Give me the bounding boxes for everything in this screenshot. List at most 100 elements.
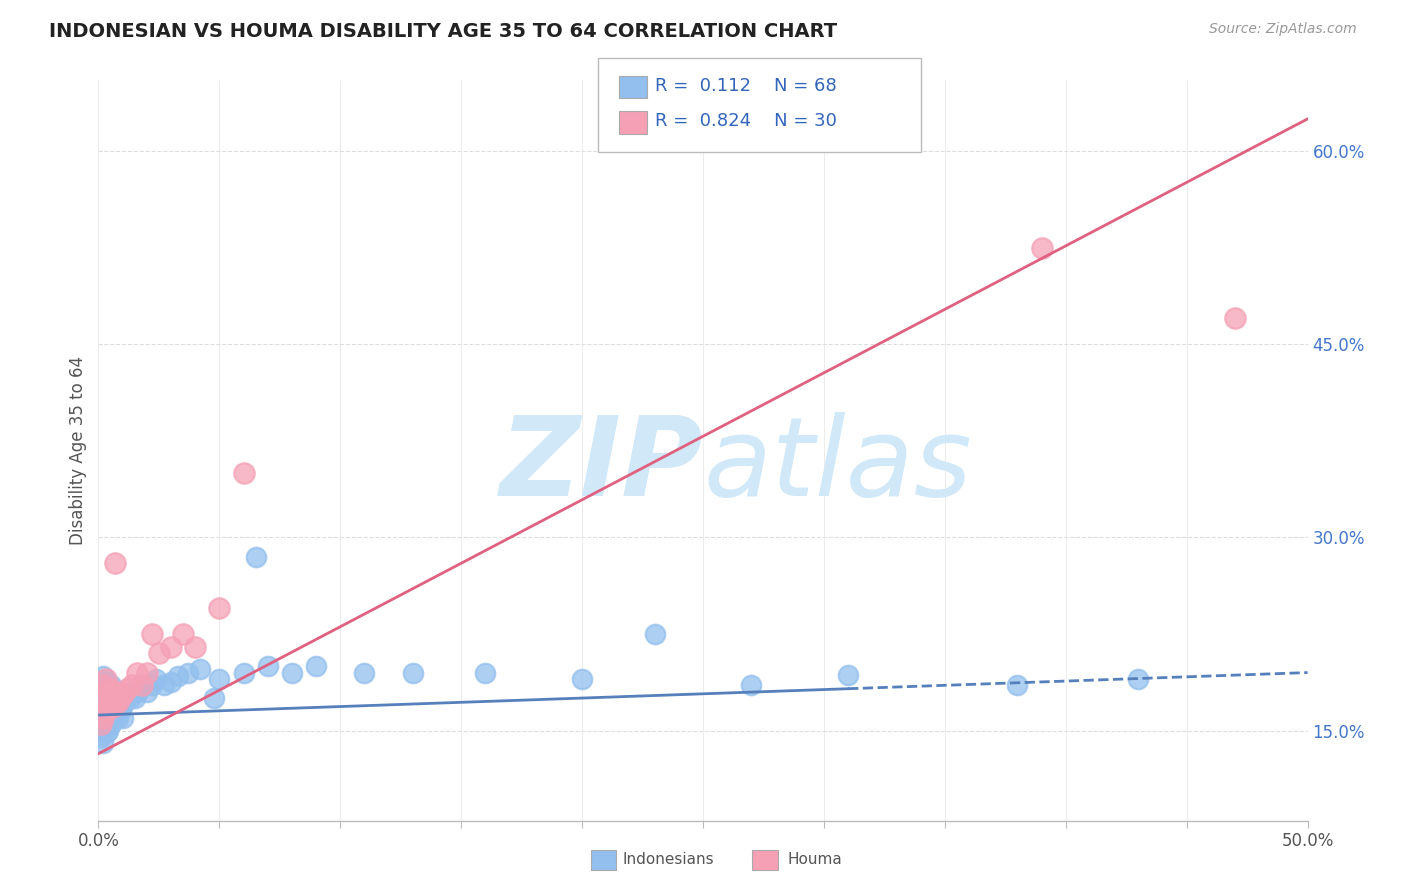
Point — [100, 691, 122, 706]
Point — [131, 678, 153, 692]
Point — [1223, 311, 1246, 326]
Point — [128, 682, 150, 697]
Point — [232, 466, 254, 480]
Point — [145, 672, 167, 686]
Point — [305, 659, 328, 673]
Point — [245, 549, 267, 564]
Point — [97, 698, 120, 712]
Point — [111, 711, 134, 725]
Point — [97, 711, 120, 725]
Point — [91, 682, 114, 697]
Point — [160, 640, 183, 654]
Point — [107, 698, 129, 712]
Point — [91, 678, 114, 692]
Point — [1128, 672, 1150, 686]
Point — [474, 665, 496, 680]
Text: Indonesians: Indonesians — [623, 853, 714, 867]
Point — [353, 665, 375, 680]
Point — [94, 726, 117, 740]
Point — [184, 640, 207, 654]
Point — [131, 678, 153, 692]
Point — [208, 601, 231, 615]
Point — [1007, 678, 1029, 692]
Point — [1031, 241, 1053, 255]
Point — [107, 695, 129, 709]
Point — [172, 627, 194, 641]
Point — [97, 688, 120, 702]
Point — [101, 713, 124, 727]
Text: INDONESIAN VS HOUMA DISABILITY AGE 35 TO 64 CORRELATION CHART: INDONESIAN VS HOUMA DISABILITY AGE 35 TO… — [49, 22, 838, 41]
Point — [141, 627, 163, 641]
Point — [90, 691, 112, 706]
Point — [124, 691, 146, 706]
Point — [91, 695, 114, 709]
Point — [101, 700, 124, 714]
Point — [94, 704, 117, 718]
Point — [837, 668, 859, 682]
Point — [148, 646, 170, 660]
Point — [117, 688, 139, 702]
Point — [104, 556, 127, 570]
Point — [108, 691, 131, 706]
Point — [90, 717, 112, 731]
Point — [167, 669, 190, 683]
Point — [117, 682, 139, 697]
Text: R =  0.824    N = 30: R = 0.824 N = 30 — [655, 112, 837, 130]
Point — [135, 665, 157, 680]
Point — [127, 665, 149, 680]
Point — [91, 721, 114, 735]
Point — [90, 691, 112, 706]
Point — [740, 678, 762, 692]
Point — [281, 665, 304, 680]
Point — [91, 708, 114, 723]
Point — [402, 665, 425, 680]
Point — [94, 700, 117, 714]
Point — [152, 678, 174, 692]
Point — [100, 682, 122, 697]
Point — [94, 688, 117, 702]
Point — [108, 691, 131, 706]
Point — [141, 678, 163, 692]
Point — [571, 672, 593, 686]
Point — [101, 700, 124, 714]
Point — [100, 704, 122, 718]
Text: Houma: Houma — [787, 853, 842, 867]
Point — [107, 711, 129, 725]
Point — [127, 685, 149, 699]
Point — [108, 704, 131, 718]
Point — [101, 688, 124, 702]
Point — [121, 685, 143, 699]
Point — [100, 717, 122, 731]
Text: Source: ZipAtlas.com: Source: ZipAtlas.com — [1209, 22, 1357, 37]
Point — [256, 659, 278, 673]
Point — [208, 672, 231, 686]
Point — [97, 723, 120, 738]
Point — [90, 704, 112, 718]
Text: atlas: atlas — [703, 412, 972, 519]
Point — [90, 678, 112, 692]
Point — [114, 694, 136, 708]
Point — [94, 674, 117, 689]
Point — [90, 717, 112, 731]
Point — [111, 688, 134, 702]
Point — [104, 695, 127, 709]
Point — [91, 669, 114, 683]
Point — [232, 665, 254, 680]
Point — [91, 736, 114, 750]
Point — [204, 691, 226, 706]
Point — [94, 713, 117, 727]
Point — [100, 695, 122, 709]
Point — [100, 678, 122, 692]
Point — [177, 665, 200, 680]
Point — [101, 688, 124, 702]
Point — [91, 711, 114, 725]
Point — [97, 685, 120, 699]
Point — [94, 672, 117, 686]
Point — [118, 691, 141, 706]
Point — [107, 685, 129, 699]
Text: R =  0.112    N = 68: R = 0.112 N = 68 — [655, 77, 837, 95]
Text: ZIP: ZIP — [499, 412, 703, 519]
Point — [121, 678, 143, 692]
Point — [188, 662, 211, 676]
Point — [97, 700, 120, 714]
